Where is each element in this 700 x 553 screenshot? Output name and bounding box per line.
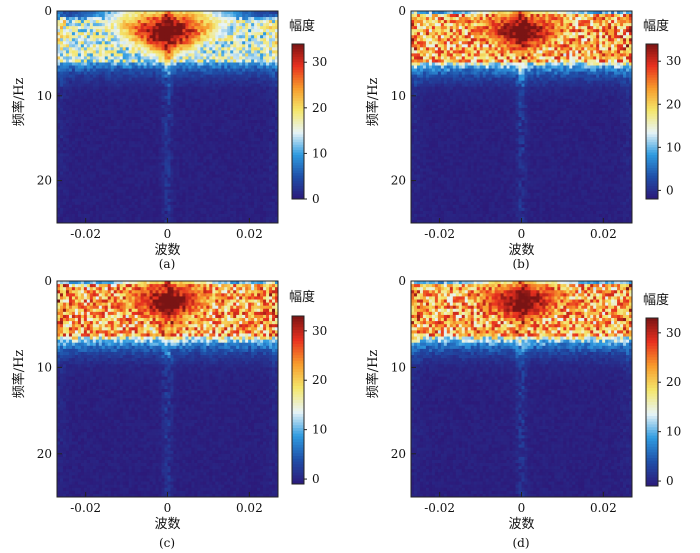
- x-axis-label: 波数: [154, 517, 180, 532]
- colorbar-tick-label: 20: [312, 101, 327, 115]
- y-tick-label: 10: [391, 89, 406, 103]
- y-axis-label: 频率/Hz: [11, 350, 27, 399]
- y-tick-label: 10: [37, 360, 52, 374]
- colorbar-tick-label: 30: [312, 55, 327, 69]
- panel-b: -0.02 0 0.02 0 10 20 波数 频率/Hz (b) 0 10 20 30 幅度: [365, 4, 681, 271]
- y-tick-label: 20: [37, 174, 52, 188]
- x-tick-label: -0.02: [70, 227, 101, 241]
- colorbar-tick-label: 10: [666, 425, 681, 439]
- colorbar-tick-label: 30: [666, 54, 681, 68]
- colorbar-label: 幅度: [289, 289, 315, 305]
- colorbar-label: 幅度: [643, 18, 669, 34]
- colorbar-tick-label: 10: [312, 146, 327, 160]
- x-tick-label: 0: [518, 227, 526, 241]
- heatmap-cells: [411, 281, 633, 498]
- colorbar-tick-label: 20: [312, 373, 327, 387]
- colorbar-tick-label: 30: [666, 326, 681, 340]
- colorbar-tick-label: 0: [666, 183, 674, 197]
- y-tick-label: 20: [391, 447, 406, 461]
- x-tick-label: -0.02: [70, 501, 101, 515]
- x-tick-label: 0: [164, 501, 172, 515]
- y-axis-label: 频率/Hz: [365, 350, 381, 399]
- colorbar: 0 10 20 30 幅度: [289, 289, 327, 486]
- colorbar-label: 幅度: [643, 292, 669, 308]
- x-axis-label: 波数: [508, 243, 534, 258]
- colorbar-tick-label: 10: [312, 423, 327, 437]
- x-axis-label: 波数: [154, 243, 180, 258]
- colorbar-label: 幅度: [289, 18, 315, 34]
- heatmap-cells: [57, 281, 279, 498]
- panel-label: (d): [512, 536, 529, 550]
- y-axis-label: 频率/Hz: [11, 78, 27, 127]
- colorbar-tick-label: 0: [312, 192, 320, 206]
- x-tick-label: 0: [518, 501, 526, 515]
- x-tick-label: 0.02: [590, 501, 617, 515]
- x-tick-label: 0.02: [236, 501, 263, 515]
- colorbar-tick-label: 30: [312, 324, 327, 338]
- colorbar-tick-label: 0: [312, 472, 320, 486]
- heatmap-cells: [411, 11, 633, 224]
- x-tick-label: 0.02: [236, 227, 263, 241]
- y-tick-label: 0: [44, 274, 52, 288]
- y-tick-label: 0: [398, 4, 406, 18]
- x-axis-label: 波数: [508, 517, 534, 532]
- colorbar-tick-label: 10: [666, 140, 681, 154]
- x-tick-label: 0.02: [590, 227, 617, 241]
- panel-label: (b): [512, 257, 529, 271]
- x-tick-label: -0.02: [424, 227, 455, 241]
- colorbar: 0 10 20 30 幅度: [643, 18, 681, 200]
- y-tick-label: 20: [391, 174, 406, 188]
- y-axis-label: 频率/Hz: [365, 78, 381, 127]
- x-tick-label: 0: [164, 227, 172, 241]
- panel-d: -0.02 0 0.02 0 10 20 波数 频率/Hz (d) 0 10 20 30 幅度: [365, 274, 681, 550]
- panel-c: -0.02 0 0.02 0 10 20 波数 频率/Hz (c) 0 10 20 30 幅度: [11, 274, 327, 550]
- colorbar-tick-label: 20: [666, 375, 681, 389]
- x-tick-label: -0.02: [424, 501, 455, 515]
- y-tick-label: 10: [37, 89, 52, 103]
- heatmap-cells: [57, 11, 279, 224]
- y-tick-label: 0: [398, 274, 406, 288]
- panel-a: -0.02 0 0.02 0 10 20 波数 频率/Hz (a) 0 10 20 30 幅度: [11, 4, 327, 271]
- colorbar: 0 10 20 30 幅度: [289, 18, 327, 206]
- y-tick-label: 20: [37, 447, 52, 461]
- colorbar-tick-label: 0: [666, 474, 674, 488]
- panel-label: (a): [159, 257, 176, 271]
- panel-label: (c): [159, 536, 175, 550]
- y-tick-label: 10: [391, 360, 406, 374]
- colorbar: 0 10 20 30 幅度: [643, 292, 681, 488]
- colorbar-tick-label: 20: [666, 97, 681, 111]
- y-tick-label: 0: [44, 4, 52, 18]
